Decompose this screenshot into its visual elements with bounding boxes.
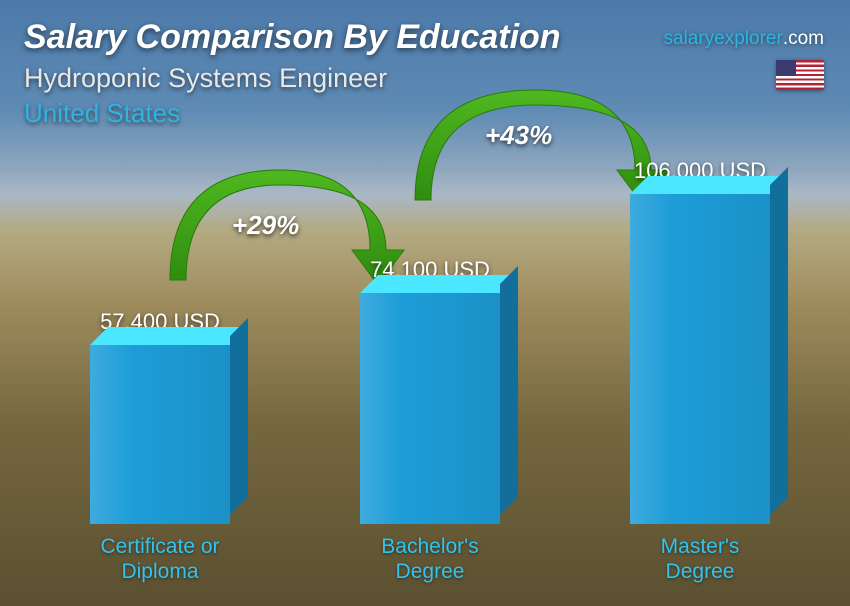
- bar-side-face: [230, 318, 248, 515]
- bar-3d: [360, 293, 500, 524]
- bar-category-label: Bachelor'sDegree: [381, 534, 478, 584]
- bar-top-face: [360, 275, 518, 293]
- infographic-canvas: Salary Comparison By Education Hydroponi…: [0, 0, 850, 606]
- bar-front-face: [360, 293, 500, 524]
- bar-front-face: [630, 194, 770, 524]
- chart-subtitle: Hydroponic Systems Engineer: [24, 63, 826, 94]
- bar-top-face: [630, 176, 788, 194]
- chart-location: United States: [24, 98, 826, 129]
- bar-side-face: [770, 167, 788, 515]
- bar-top-face: [90, 327, 248, 345]
- country-flag-icon: [776, 60, 824, 90]
- brand-name: salaryexplorer: [663, 28, 782, 49]
- increase-pct-label: +43%: [485, 120, 552, 151]
- bar-group: 74,100 USD Bachelor'sDegree: [340, 257, 520, 584]
- bar-3d: [90, 345, 230, 524]
- bar-side-face: [500, 266, 518, 515]
- bar-group: 106,000 USD Master'sDegree: [610, 158, 790, 584]
- bar-category-label: Certificate orDiploma: [100, 534, 219, 584]
- brand-label: salaryexplorer.com: [663, 28, 824, 50]
- bar-group: 57,400 USD Certificate orDiploma: [70, 309, 250, 584]
- bar-front-face: [90, 345, 230, 524]
- bar-3d: [630, 194, 770, 524]
- bar-category-label: Master'sDegree: [661, 534, 740, 584]
- bar-chart: 57,400 USD Certificate orDiploma 74,100 …: [70, 154, 790, 584]
- brand-suffix: .com: [783, 28, 824, 49]
